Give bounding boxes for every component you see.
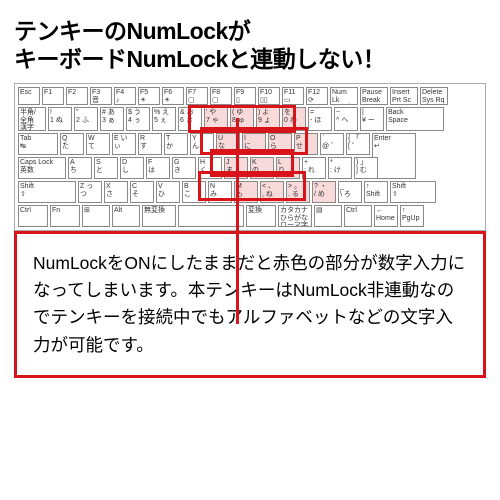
- key: F3 音: [90, 87, 112, 105]
- key: ' や 7 ゃ: [204, 107, 228, 131]
- key: 変換: [246, 205, 276, 227]
- key: ` @ ゛: [320, 133, 344, 155]
- key: ⊞: [82, 205, 110, 227]
- key: F7 ▢: [186, 87, 208, 105]
- key: > 。 . る: [286, 181, 310, 203]
- key: F12 ⟳: [306, 87, 328, 105]
- key: # あ 3 ぁ: [100, 107, 124, 131]
- key: Q た: [60, 133, 84, 155]
- key: 半角/ 全角 漢字: [18, 107, 46, 131]
- key: " 2 ふ: [74, 107, 98, 131]
- key: R す: [138, 133, 162, 155]
- key: I に: [242, 133, 266, 155]
- key: ? ・ / め: [312, 181, 336, 203]
- key: Shift ⇧: [390, 181, 436, 203]
- key: A ち: [68, 157, 92, 179]
- key: E い ぃ: [112, 133, 136, 155]
- keyboard-body: EscF1F2F3 音F4 ♪F5 ☀F6 ☀F7 ▢F8 ▢F9 ▯F10 ▯…: [14, 83, 486, 231]
- key: D し: [120, 157, 144, 179]
- keyboard-row: Tab ↹Q たW てE い ぃR すT かY んU なI にO らP せ` @…: [18, 133, 482, 155]
- keyboard-row: Caps Lock 英数A ちS とD しF はG きH くJ まK のL り+…: [18, 157, 482, 179]
- key: Delete Sys Rq: [420, 87, 448, 105]
- key: ! 1 ぬ: [48, 107, 72, 131]
- key: } 」 ] む: [354, 157, 378, 179]
- key: Esc: [18, 87, 40, 105]
- key: Z っ つ: [78, 181, 102, 203]
- key: Tab ↹: [18, 133, 58, 155]
- key: Insert Prt Sc: [390, 87, 418, 105]
- key: F8 ▢: [210, 87, 232, 105]
- keyboard-illustration: EscF1F2F3 音F4 ♪F5 ☀F6 ☀F7 ▢F8 ▢F9 ▯F10 ▯…: [14, 83, 486, 231]
- key: F9 ▯: [234, 87, 256, 105]
- key: L り: [276, 157, 300, 179]
- key: を 0 わ: [282, 107, 306, 131]
- key: Shift ⇧: [18, 181, 76, 203]
- key: 無変換: [142, 205, 176, 227]
- key: Alt: [112, 205, 140, 227]
- key: ) よ 9 ょ: [256, 107, 280, 131]
- key: T か: [164, 133, 188, 155]
- keyboard-row: Shift ⇧Z っ つX さC そV ひB こN みM も< 、 , ね> 。…: [18, 181, 482, 203]
- key: K の: [250, 157, 274, 179]
- headline: テンキーのNumLockが キーボードNumLockと連動しない！: [0, 0, 500, 81]
- key: X さ: [104, 181, 128, 203]
- key: Y ん: [190, 133, 214, 155]
- key: < 、 , ね: [260, 181, 284, 203]
- key: V ひ: [156, 181, 180, 203]
- key: B こ: [182, 181, 206, 203]
- key: F5 ☀: [138, 87, 160, 105]
- description-text: NumLockをONにしたままだと赤色の部分が数字入力になってしまいます。本テン…: [33, 253, 465, 354]
- key: H く: [198, 157, 222, 179]
- key: N み: [208, 181, 232, 203]
- key: カタカナ ひらがな ローマ字: [278, 205, 312, 227]
- headline-line2: キーボードNumLockと連動しない！: [14, 46, 486, 74]
- key: Pause Break: [360, 87, 388, 105]
- key: | ¥ ー: [360, 107, 384, 131]
- key: F1: [42, 87, 64, 105]
- key: F2: [66, 87, 88, 105]
- key: S と: [94, 157, 118, 179]
- key: { 「 [ ゜: [346, 133, 370, 155]
- description-box: NumLockをONにしたままだと赤色の部分が数字入力になってしまいます。本テン…: [14, 231, 486, 378]
- key: $ う 4 ぅ: [126, 107, 150, 131]
- key: C そ: [130, 181, 154, 203]
- key: * : け: [328, 157, 352, 179]
- headline-line1: テンキーのNumLockが: [14, 18, 486, 46]
- keyboard-row: 半角/ 全角 漢字! 1 ぬ" 2 ふ# あ 3 ぁ$ う 4 ぅ% え 5 ぇ…: [18, 107, 482, 131]
- key: ↑ PgUp: [400, 205, 424, 227]
- key: F11 ▭: [282, 87, 304, 105]
- key: ~ ^ へ: [334, 107, 358, 131]
- key: _ \ ろ: [338, 181, 362, 203]
- key: % え 5 ぇ: [152, 107, 176, 131]
- key: F10 ▯▯: [258, 87, 280, 105]
- key: Caps Lock 英数: [18, 157, 66, 179]
- key: ← Home: [374, 205, 398, 227]
- keyboard-row: EscF1F2F3 音F4 ♪F5 ☀F6 ☀F7 ▢F8 ▢F9 ▯F10 ▯…: [18, 87, 482, 105]
- key: F6 ☀: [162, 87, 184, 105]
- key: Fn: [50, 205, 80, 227]
- key: G き: [172, 157, 196, 179]
- key: P せ: [294, 133, 318, 155]
- key: F は: [146, 157, 170, 179]
- keyboard-row: CtrlFn⊞Alt無変換変換カタカナ ひらがな ローマ字▤Ctrl← Home…: [18, 205, 482, 227]
- callout-leader-line: [236, 118, 239, 324]
- key: Back Space: [386, 107, 444, 131]
- key: = - ほ: [308, 107, 332, 131]
- key: + ; れ: [302, 157, 326, 179]
- key: ▤: [314, 205, 342, 227]
- key: ( ゆ 8 ゅ: [230, 107, 254, 131]
- key: W て: [86, 133, 110, 155]
- key: ↑ Shift: [364, 181, 388, 203]
- key: [178, 205, 244, 227]
- key: Num Lk Scr Lk: [330, 87, 358, 105]
- key: O ら: [268, 133, 292, 155]
- key: Ctrl: [344, 205, 372, 227]
- key: Ctrl: [18, 205, 48, 227]
- key: & お 6 ぉ: [178, 107, 202, 131]
- key: F4 ♪: [114, 87, 136, 105]
